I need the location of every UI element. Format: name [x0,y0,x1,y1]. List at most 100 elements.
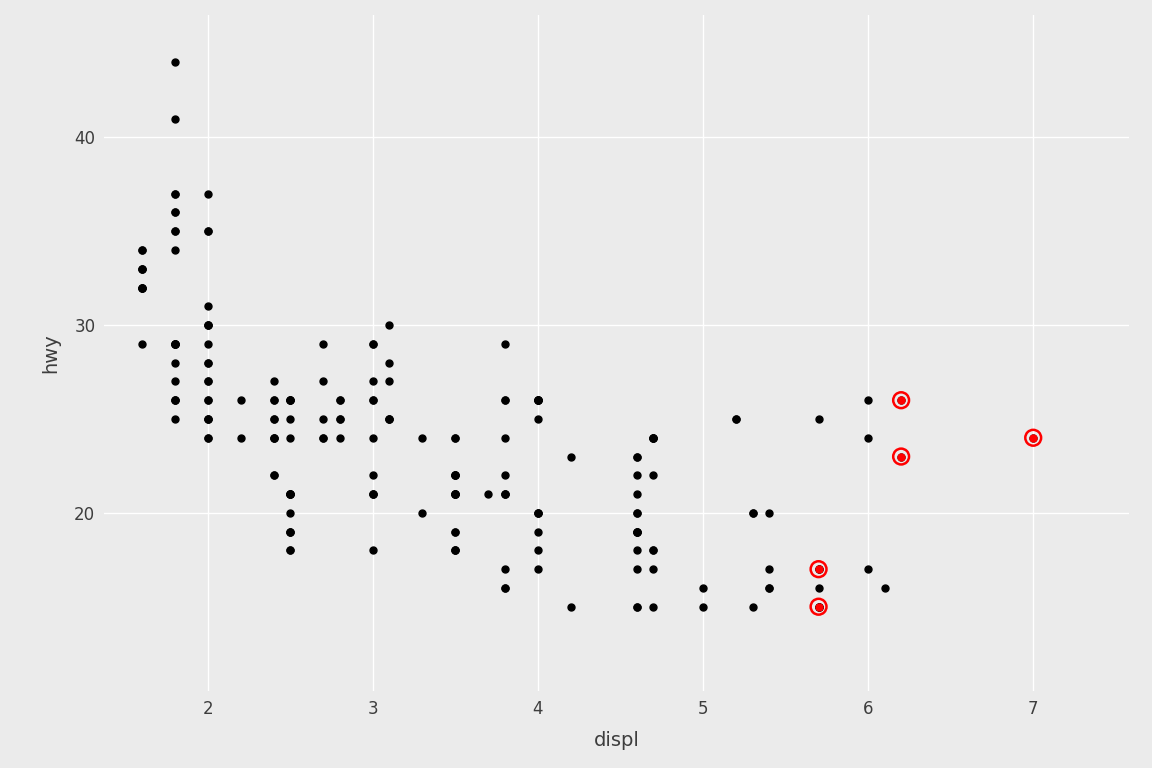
Point [265,376,283,388]
Point [132,263,151,275]
Point [446,545,464,557]
Point [314,338,333,350]
Point [892,394,910,406]
Point [364,469,382,482]
Point [495,488,514,500]
Point [232,394,250,406]
Point [859,432,878,444]
Point [495,394,514,406]
Point [281,488,300,500]
Point [628,488,646,500]
Point [265,469,283,482]
Point [364,432,382,444]
Point [628,563,646,575]
Point [314,376,333,388]
Point [198,225,217,237]
Point [265,469,283,482]
Point [281,394,300,406]
Point [166,338,184,350]
Point [198,432,217,444]
Point [760,563,779,575]
Point [562,601,581,613]
Point [364,488,382,500]
Point [628,507,646,519]
Point [628,601,646,613]
Point [166,413,184,425]
X-axis label: displ: displ [593,731,639,750]
Point [281,413,300,425]
Point [644,563,662,575]
Point [644,432,662,444]
Point [281,507,300,519]
Point [810,601,828,613]
Point [810,582,828,594]
Point [198,394,217,406]
Point [495,488,514,500]
Point [628,525,646,538]
Point [446,488,464,500]
Point [446,488,464,500]
Point [529,394,547,406]
Point [892,394,910,406]
Point [364,338,382,350]
Point [1024,432,1043,444]
Point [166,394,184,406]
Point [529,394,547,406]
Point [495,582,514,594]
Point [694,601,712,613]
Point [132,263,151,275]
Point [281,432,300,444]
Point [743,507,761,519]
Point [876,582,894,594]
Point [892,450,910,462]
Point [529,394,547,406]
Point [281,525,300,538]
Point [892,394,910,406]
Point [495,488,514,500]
Point [446,525,464,538]
Point [166,356,184,369]
Point [628,507,646,519]
Point [132,244,151,257]
Point [198,356,217,369]
Point [810,601,828,613]
Point [166,338,184,350]
Point [446,432,464,444]
Point [198,432,217,444]
Point [529,525,547,538]
Point [760,507,779,519]
Point [529,394,547,406]
Point [281,525,300,538]
Point [1024,432,1043,444]
Point [380,413,399,425]
Point [446,488,464,500]
Point [166,187,184,200]
Point [495,432,514,444]
Point [166,56,184,68]
Point [760,582,779,594]
Point [364,338,382,350]
Point [132,281,151,293]
Point [495,338,514,350]
Point [265,394,283,406]
Point [628,601,646,613]
Point [132,281,151,293]
Point [198,413,217,425]
Point [331,413,349,425]
Point [198,356,217,369]
Point [727,413,745,425]
Point [644,432,662,444]
Point [331,394,349,406]
Point [166,394,184,406]
Point [281,545,300,557]
Point [314,413,333,425]
Point [331,413,349,425]
Point [331,432,349,444]
Point [810,563,828,575]
Point [380,376,399,388]
Point [198,376,217,388]
Point [644,432,662,444]
Point [694,582,712,594]
Point [364,545,382,557]
Point [198,413,217,425]
